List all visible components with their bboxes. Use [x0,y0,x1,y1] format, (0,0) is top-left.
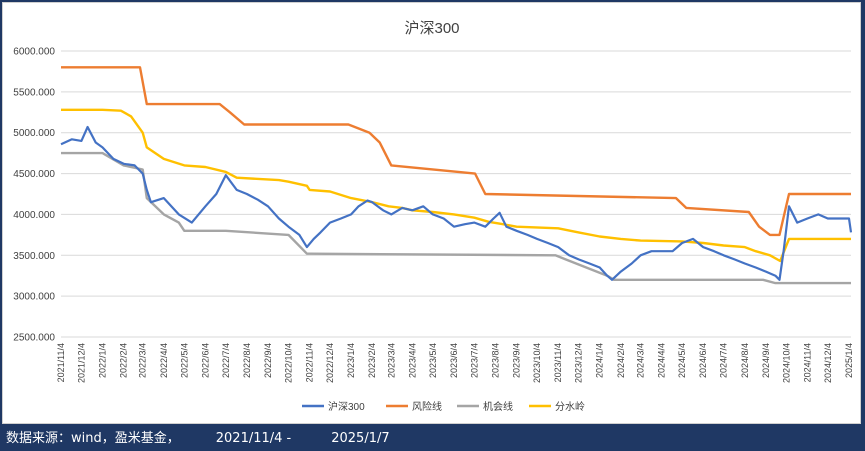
y-tick-label: 3500.000 [13,251,55,262]
x-tick-label: 2022/1/4 [98,343,108,378]
x-tick-label: 2021/12/4 [76,343,86,383]
footer-end-date: 2025/1/7 [331,431,390,446]
series-line-risk [61,66,851,237]
x-tick-label: 2024/1/4 [595,343,605,378]
chart-svg: 沪深300 2500.000 3000.000 3500.000 4000.000 45… [13,20,854,413]
chart-title: 沪深300 [404,20,459,37]
x-tick-label: 2022/10/4 [283,343,293,383]
x-tick-label: 2023/5/4 [428,343,438,378]
x-tick-label: 2024/9/4 [761,343,771,378]
legend-label-watershed: 分水岭 [555,400,585,413]
x-tick-label: 2023/4/4 [407,343,417,378]
x-tick-label: 2022/11/4 [305,343,315,382]
series-line-hs300 [60,125,853,281]
x-tick-label: 2024/12/4 [823,343,833,383]
x-tick-label: 2025/1/4 [844,343,854,378]
x-tick-label: 2022/12/4 [325,343,335,383]
y-tick-label: 6000.000 [13,47,55,58]
y-tick-label: 5500.000 [13,87,55,98]
x-tick-label: 2024/4/4 [657,343,667,378]
footer-source: 数据来源：wind，盈米基金， 2021/11/4 - 2025/1/7 [6,427,390,447]
y-tick-label: 5000.000 [13,128,55,139]
x-tick-label: 2024/11/4 [802,343,812,382]
x-tick-label: 2023/1/4 [346,343,356,378]
x-tick-label: 2023/8/4 [491,343,501,378]
x-tick-label: 2023/10/4 [532,343,542,383]
footer-start-date: 2021/11/4 - [215,431,292,446]
x-tick-label: 2024/6/4 [698,343,708,378]
legend-label-opportunity: 机会线 [483,400,513,413]
y-tick-label: 4000.000 [13,210,55,221]
series-lines [60,66,853,285]
x-tick-label: 2023/2/4 [367,343,377,378]
x-tick-label: 2024/5/4 [677,343,687,378]
y-tick-label: 4500.000 [13,169,55,180]
x-tick-label: 2024/8/4 [740,343,750,378]
x-tick-label: 2023/6/4 [449,343,459,378]
x-tick-label: 2022/8/4 [242,343,252,378]
chart-panel: 沪深300 2500.000 3000.000 3500.000 4000.000 45… [2,2,861,424]
x-tick-label: 2022/5/4 [179,343,189,378]
x-tick-label: 2022/4/4 [159,343,169,378]
gridlines [61,50,851,338]
x-tick-label: 2024/10/4 [781,343,791,383]
y-axis-ticks: 2500.000 3000.000 3500.000 4000.000 4500.000… [13,47,55,344]
y-tick-label: 2500.000 [13,333,55,344]
x-tick-label: 2022/6/4 [200,343,210,378]
x-tick-label: 2023/3/4 [386,343,396,378]
x-tick-label: 2023/7/4 [469,343,479,378]
x-tick-label: 2021/11/4 [56,343,66,382]
legend-label-hs300: 沪深300 [328,400,365,413]
x-tick-label: 2022/9/4 [263,343,273,378]
footer-source-text: 数据来源：wind，盈米基金， [6,431,180,446]
x-tick-label: 2022/2/4 [119,343,129,378]
x-tick-label: 2022/7/4 [221,343,231,378]
x-tick-label: 2024/3/4 [636,343,646,378]
x-axis-ticks: 2021/11/4 2021/12/4 2022/1/4 2022/2/4 2022/3… [56,343,854,383]
x-tick-label: 2023/11/4 [553,343,563,382]
x-tick-label: 2024/7/4 [719,343,729,378]
x-tick-label: 2022/3/4 [138,343,148,378]
x-tick-label: 2023/12/4 [574,343,584,383]
legend: 沪深300 风险线 机会线 分水岭 [302,400,585,413]
x-tick-label: 2023/9/4 [512,343,522,378]
y-tick-label: 3000.000 [13,292,55,303]
x-tick-label: 2024/2/4 [616,343,626,378]
legend-label-risk: 风险线 [412,400,442,413]
